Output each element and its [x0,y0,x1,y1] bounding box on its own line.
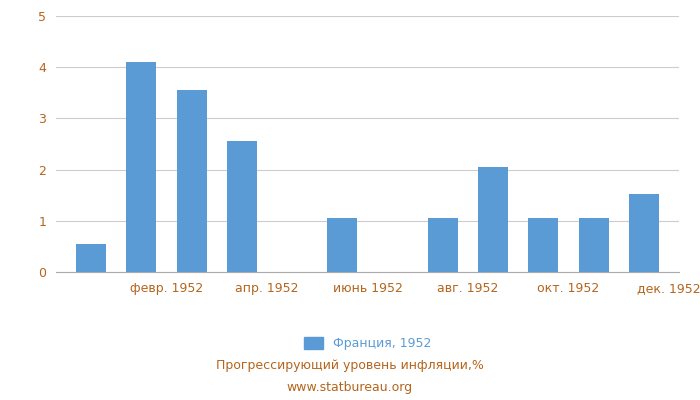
Bar [76,244,106,272]
Text: www.statbureau.org: www.statbureau.org [287,382,413,394]
Bar [629,194,659,272]
Bar [176,90,206,272]
Text: Прогрессирующий уровень инфляции,%: Прогрессирующий уровень инфляции,% [216,360,484,372]
Bar [528,218,559,272]
Bar [428,218,458,272]
Bar [578,218,609,272]
Bar [478,167,508,272]
Bar [227,142,257,272]
Legend: Франция, 1952: Франция, 1952 [299,332,436,355]
Bar [126,62,157,272]
Bar [328,218,358,272]
